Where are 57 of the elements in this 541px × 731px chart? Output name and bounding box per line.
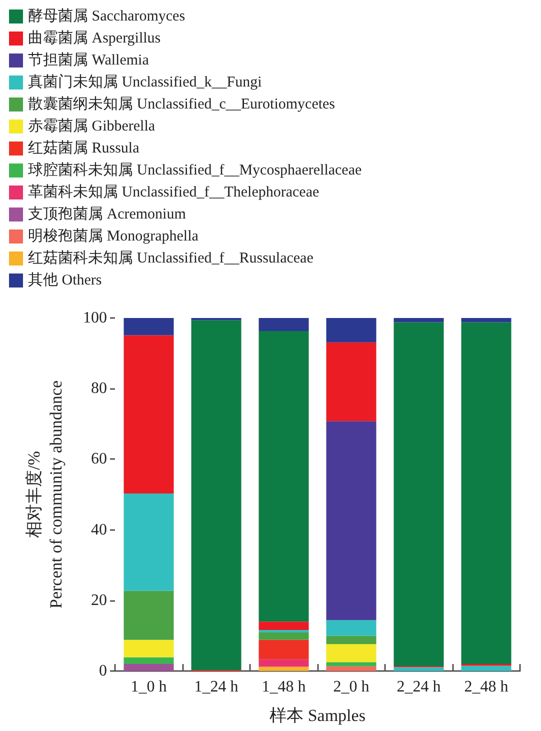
bar — [124, 335, 174, 494]
legend-label: 真菌门未知属 Unclassified_k__Fungi — [28, 74, 262, 90]
legend-label: 红菇菌属 Russula — [28, 140, 140, 156]
legend-label: 其他 Others — [28, 272, 102, 288]
bar — [326, 342, 376, 422]
x-tick-label: 1_24 h — [194, 678, 238, 696]
bar — [124, 590, 174, 640]
x-tick-label: 2_0 h — [333, 678, 370, 696]
bar — [326, 644, 376, 662]
bar — [258, 640, 309, 660]
bar — [258, 666, 309, 671]
legend-label: 支顶孢菌属 Acremonium — [28, 206, 186, 222]
x-axis-title: 样本 Samples — [270, 706, 366, 725]
x-tick-label: 2_48 h — [464, 678, 508, 696]
legend-label: 球腔菌科未知属 Unclassified_f__Mycosphaerellaceae — [28, 162, 362, 178]
bar — [124, 318, 174, 336]
bar — [124, 664, 174, 671]
bar — [394, 318, 444, 322]
bar — [394, 322, 444, 666]
bar — [258, 659, 309, 667]
bar — [258, 331, 309, 622]
bar — [326, 662, 376, 666]
bar — [258, 632, 309, 640]
x-tick-label: 1_0 h — [130, 678, 167, 696]
bar — [258, 622, 309, 630]
legend-label: 散囊菌纲未知属 Unclassified_c__Eurotiomycetes — [28, 96, 336, 112]
legend-label: 明梭孢菌属 Monographella — [28, 228, 199, 244]
legend-label: 酵母菌属 Saccharomyces — [28, 8, 186, 24]
bar — [258, 630, 309, 633]
y-tick-label: 80 — [91, 380, 107, 398]
bar — [124, 640, 174, 658]
bar — [461, 666, 512, 671]
bar — [124, 657, 174, 664]
bar — [326, 666, 376, 671]
x-tick-label: 1_48 h — [262, 678, 306, 696]
x-tick-label: 2_24 h — [396, 678, 441, 696]
y-tick-label: 0 — [99, 662, 107, 680]
y-tick-label: 60 — [91, 450, 107, 468]
bar — [326, 318, 376, 342]
bar — [326, 421, 376, 620]
bar — [258, 318, 309, 332]
bar — [394, 667, 444, 671]
bar — [326, 636, 376, 644]
legend-label: 赤霉菌属 Gibberella — [28, 118, 156, 134]
legend-label: 节担菌属 Wallemia — [28, 52, 150, 68]
bar — [124, 493, 174, 591]
bar — [461, 322, 512, 664]
legend-label: 革菌科未知属 Unclassified_f__Thelephoraceae — [28, 184, 320, 200]
legend-label: 曲霉菌属 Aspergillus — [28, 30, 161, 46]
bar — [191, 320, 242, 670]
bar — [326, 620, 376, 636]
y-tick-label: 100 — [83, 310, 107, 326]
y-tick-label: 40 — [91, 521, 107, 538]
y-axis-title: 相对丰度/% Percent of community abundance — [24, 380, 66, 609]
bar — [461, 318, 512, 322]
legend-label: 红菇菌科未知属 Unclassified_f__Russulaceae — [28, 250, 314, 266]
y-tick-label: 20 — [91, 592, 107, 609]
